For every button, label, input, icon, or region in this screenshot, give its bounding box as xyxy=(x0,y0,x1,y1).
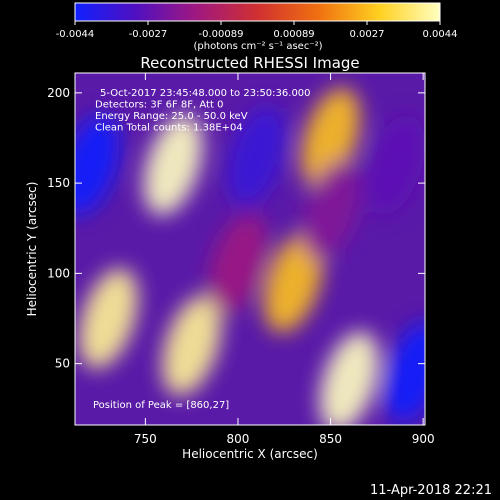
colorbar-tick-label: -0.00089 xyxy=(199,29,244,40)
colorbar-tick-label: 0.0044 xyxy=(423,29,458,40)
annotation-line: Energy Range: 25.0 - 50.0 keV xyxy=(95,111,248,122)
annotation-block: 5-Oct-2017 23:45:48.000 to 23:50:36.000D… xyxy=(95,88,311,134)
emission-band xyxy=(78,268,138,369)
y-tick-label: 100 xyxy=(47,266,70,280)
emission-band xyxy=(319,331,379,425)
plot-area xyxy=(75,73,425,425)
x-axis-label: Heliocentric X (arcsec) xyxy=(182,447,318,461)
x-tick-label: 900 xyxy=(412,432,435,446)
y-tick-label: 200 xyxy=(47,86,70,100)
x-tick-label: 800 xyxy=(227,432,250,446)
y-tick-label: 50 xyxy=(55,357,70,371)
y-tick-label: 150 xyxy=(47,176,70,190)
x-axis-ticks: 750 800 850 900 xyxy=(134,73,435,446)
emission-band xyxy=(143,114,203,216)
colorbar-ticks: -0.0044 -0.0027 -0.00089 0.00089 0.0027 0.004… xyxy=(56,21,458,40)
colorbar-tick-label: 0.0027 xyxy=(350,29,385,40)
peak-position-label: Position of Peak = [860,27] xyxy=(93,400,229,411)
timestamp: 11-Apr-2018 22:21 xyxy=(370,483,492,498)
colorbar-tick-label: -0.0027 xyxy=(129,29,168,40)
colorbar-bar xyxy=(74,2,441,22)
emission-band xyxy=(365,114,425,216)
emission-bands xyxy=(75,87,425,425)
emission-band xyxy=(208,214,268,315)
colorbar-unit-label: (photons cm⁻² s⁻¹ asec⁻²) xyxy=(193,41,322,52)
plot-frame xyxy=(74,72,426,426)
annotation-line: 5-Oct-2017 23:45:48.000 to 23:50:36.000 xyxy=(100,88,311,99)
y-axis-label: Heliocentric Y (arcsec) xyxy=(25,182,39,317)
emission-band xyxy=(226,105,286,207)
chart-title: Reconstructed RHESSI Image xyxy=(140,54,359,72)
colorbar-tick-label: -0.0044 xyxy=(56,29,95,40)
x-tick-label: 750 xyxy=(134,432,157,446)
annotation-line: Detectors: 3F 6F 8F, Att 0 xyxy=(95,100,223,111)
annotation-line: Clean Total counts: 1.38E+04 xyxy=(95,123,243,134)
emission-band xyxy=(384,322,425,423)
emission-band xyxy=(264,232,324,333)
colorbar-tick-label: 0.00089 xyxy=(273,29,314,40)
colorbar: -0.0044 -0.0027 -0.00089 0.00089 0.0027 0.004… xyxy=(56,2,458,52)
emission-band xyxy=(162,295,222,396)
y-axis-ticks: 50 100 150 200 xyxy=(47,86,425,371)
x-tick-label: 850 xyxy=(319,432,342,446)
emission-band xyxy=(301,160,361,261)
